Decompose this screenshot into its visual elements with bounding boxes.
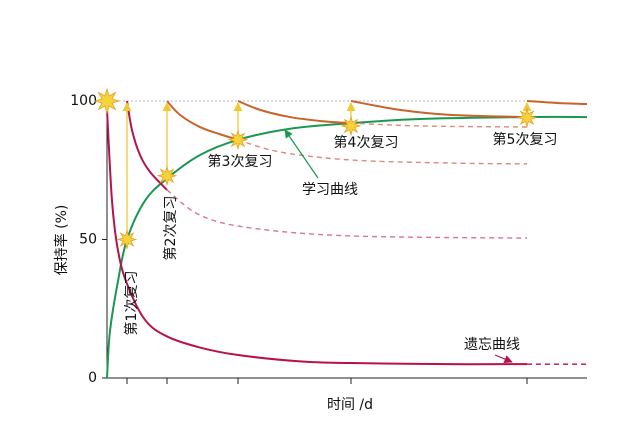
curve <box>126 100 168 191</box>
review-star <box>516 107 538 129</box>
review-star <box>116 229 138 250</box>
annotation: 第5次复习 <box>493 131 558 148</box>
annotation: 学习曲线 <box>302 182 358 198</box>
review-star <box>227 129 249 151</box>
curve <box>106 109 528 366</box>
annotation: 第3次复习 <box>208 153 273 170</box>
curve <box>350 100 528 119</box>
y-axis-label: 保持率 (%) <box>53 205 70 276</box>
annotation: 第1次复习 <box>123 271 140 336</box>
annotation-arrow <box>284 129 319 179</box>
annotation: 遗忘曲线 <box>464 337 520 353</box>
y-tick-label: 0 <box>88 370 97 386</box>
dashed-curve <box>350 122 528 128</box>
annotation: 第2次复习 <box>162 196 179 261</box>
dashed-curve <box>166 189 528 239</box>
curve <box>166 100 239 141</box>
review-star <box>340 115 362 137</box>
y-tick-label: 50 <box>79 232 97 248</box>
review-star <box>93 87 121 115</box>
curve <box>526 100 588 106</box>
y-tick-label: 100 <box>70 93 97 109</box>
curve <box>106 115 588 379</box>
review-star <box>156 165 178 187</box>
curve <box>237 100 352 125</box>
annotation-arrow <box>494 354 513 364</box>
annotation: 第4次复习 <box>334 134 399 151</box>
x-axis-label: 时间 /d <box>327 397 373 413</box>
